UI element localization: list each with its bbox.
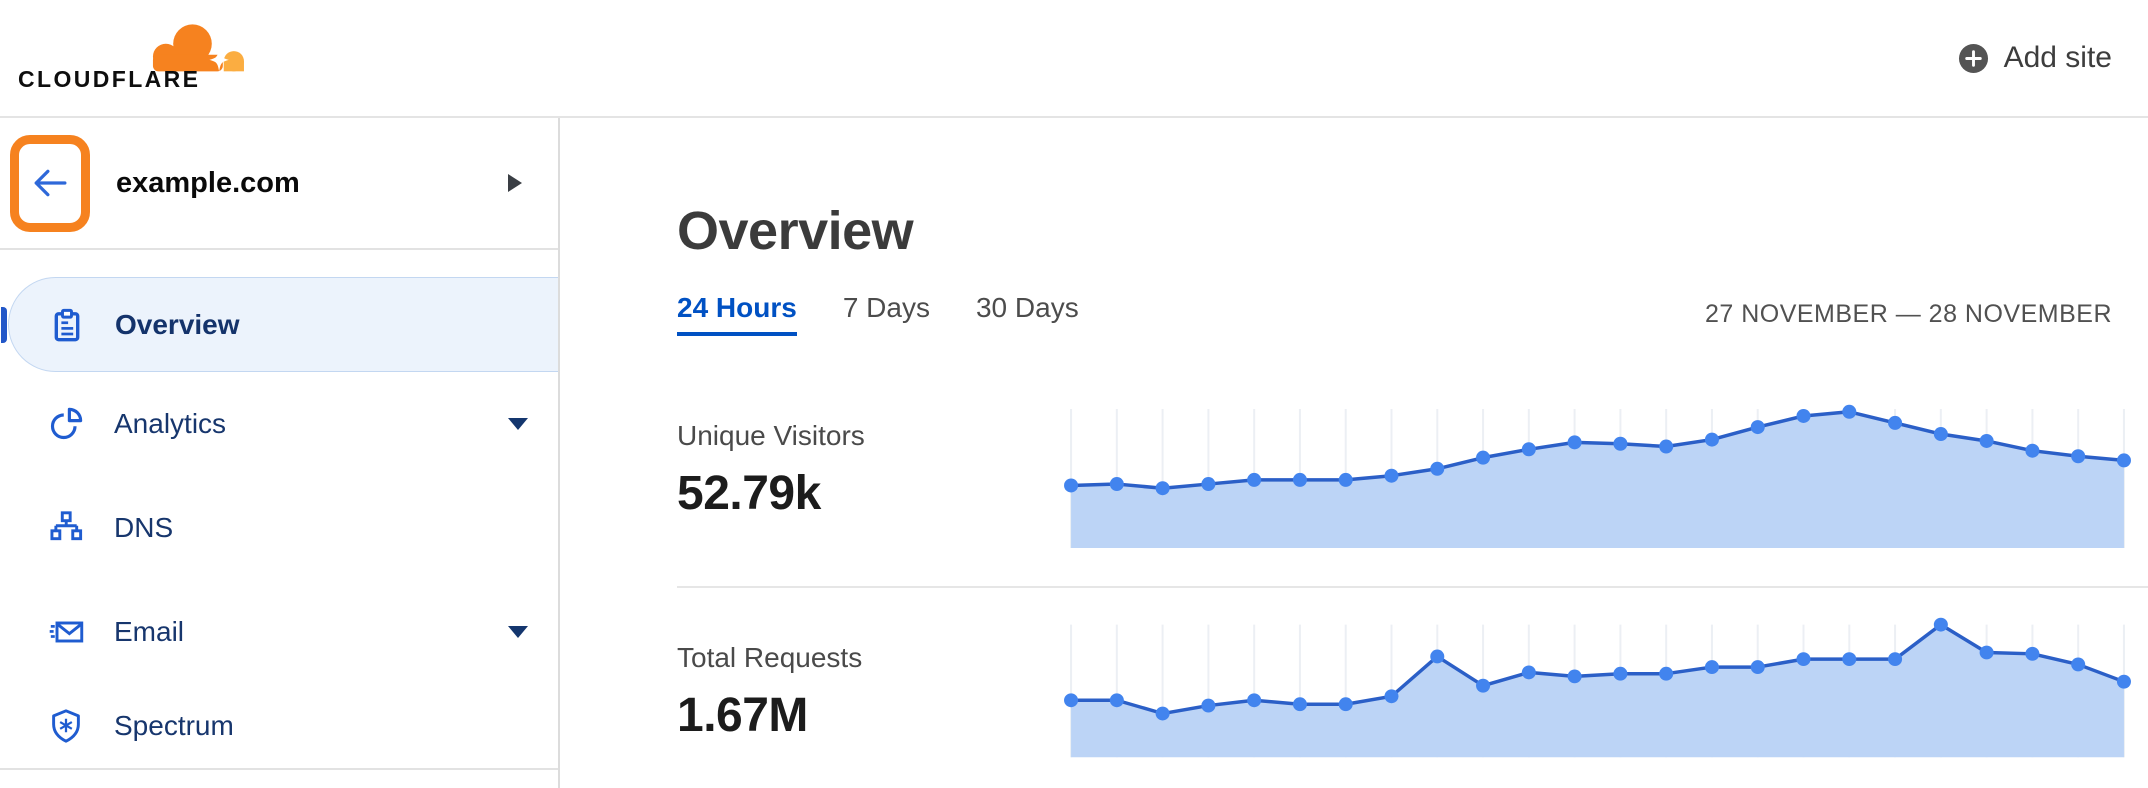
date-range-label: 27 NOVEMBER — 28 NOVEMBER: [1704, 299, 2112, 328]
page-title: Overview: [677, 201, 914, 261]
cloudflare-cloud-icon: [152, 24, 244, 72]
sitemap-icon: [46, 508, 86, 548]
sidebar-item-label: DNS: [114, 512, 174, 543]
chevron-down-icon[interactable]: [508, 418, 528, 430]
sidebar-item-label: Overview: [115, 308, 240, 340]
add-site-button[interactable]: Add site: [1958, 41, 2112, 75]
sidebar-item-label: Email: [114, 616, 185, 647]
sidebar-item-email[interactable]: Email: [0, 580, 558, 684]
chevron-down-icon[interactable]: [508, 626, 528, 638]
main-content: Overview 24 Hours 7 Days 30 Days 27 NOVE…: [560, 118, 2148, 788]
cloudflare-logo: CLOUDFLARE: [18, 11, 268, 105]
active-accent-bar: [1, 306, 7, 343]
add-site-label: Add site: [2003, 41, 2112, 74]
back-button-highlight: [10, 134, 90, 232]
total-requests-row: Total Requests 1.67M: [677, 586, 2148, 788]
metric-value: 1.67M: [677, 689, 808, 743]
chevron-right-icon[interactable]: [508, 174, 522, 192]
sidebar-nav: Overview Analytics: [0, 277, 558, 770]
clipboard-icon: [47, 305, 87, 345]
sidebar-divider: [0, 768, 558, 770]
plus-icon: [1958, 43, 1988, 73]
metric-label: Total Requests: [677, 642, 863, 674]
pie-chart-icon: [46, 404, 86, 444]
tab-7-days[interactable]: 7 Days: [842, 292, 930, 324]
metric-value: 52.79k: [677, 467, 821, 521]
back-button[interactable]: [27, 163, 73, 203]
sidebar-item-label: Analytics: [114, 408, 227, 439]
sidebar-item-spectrum[interactable]: Spectrum: [0, 684, 558, 768]
metric-label: Unique Visitors: [677, 420, 865, 452]
top-header: CLOUDFLARE Add site: [0, 0, 2148, 118]
sidebar-item-analytics[interactable]: Analytics: [0, 372, 558, 476]
total-requests-chart: [1064, 617, 2131, 758]
back-arrow-icon: [34, 169, 67, 197]
sidebar-item-overview[interactable]: Overview: [1, 277, 558, 372]
sidebar: example.com Overview: [0, 118, 560, 788]
shield-asterisk-icon: [46, 706, 86, 746]
site-name: example.com: [116, 166, 300, 199]
time-range-tabs: 24 Hours 7 Days 30 Days 27 NOVEMBER — 28…: [677, 292, 2148, 337]
sidebar-item-dns[interactable]: DNS: [0, 476, 558, 580]
tab-24-hours[interactable]: 24 Hours: [677, 292, 797, 337]
email-fast-icon: [46, 612, 86, 652]
site-selector-row: example.com: [0, 118, 558, 250]
tab-30-days[interactable]: 30 Days: [975, 292, 1079, 324]
logo-wordmark: CLOUDFLARE: [18, 66, 201, 92]
sidebar-item-label: Spectrum: [114, 710, 234, 741]
unique-visitors-chart: [1064, 404, 2131, 549]
unique-visitors-row: Unique Visitors 52.79k: [677, 384, 2148, 586]
